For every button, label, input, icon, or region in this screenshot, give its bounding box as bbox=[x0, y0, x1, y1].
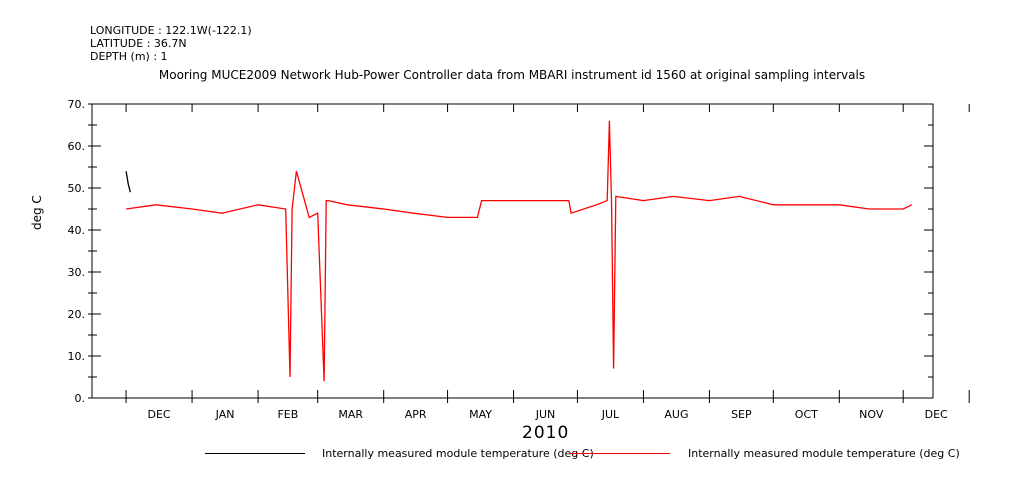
y-tick-label: 0. bbox=[75, 392, 86, 405]
legend-label-red: Internally measured module temperature (… bbox=[688, 447, 960, 460]
x-month-label: JUL bbox=[601, 408, 620, 421]
x-month-label: NOV bbox=[859, 408, 884, 421]
y-tick-label: 70. bbox=[68, 98, 86, 111]
x-month-label: DEC bbox=[925, 408, 948, 421]
x-month-label: APR bbox=[405, 408, 427, 421]
series-line-black bbox=[125, 171, 131, 193]
y-tick-label: 50. bbox=[68, 182, 86, 195]
x-month-label: MAR bbox=[338, 408, 363, 421]
x-month-label: AUG bbox=[664, 408, 688, 421]
y-tick-label: 40. bbox=[68, 224, 86, 237]
y-tick-label: 60. bbox=[68, 140, 86, 153]
x-month-label: JUN bbox=[535, 408, 556, 421]
station-metadata: LONGITUDE : 122.1W(-122.1) LATITUDE : 36… bbox=[90, 24, 252, 63]
series-line-red bbox=[126, 120, 912, 382]
plot-frame bbox=[91, 103, 934, 399]
y-tick-label: 10. bbox=[68, 350, 86, 363]
chart-title: Mooring MUCE2009 Network Hub-Power Contr… bbox=[158, 68, 866, 82]
x-axis-year-label: 2010 bbox=[522, 423, 570, 443]
x-month-label: MAY bbox=[469, 408, 492, 421]
longitude-label: LONGITUDE : 122.1W(-122.1) bbox=[90, 24, 252, 37]
depth-label: DEPTH (m) : 1 bbox=[90, 50, 168, 63]
x-month-label: JAN bbox=[215, 408, 235, 421]
legend-line-red bbox=[570, 453, 670, 454]
legend-label-black: Internally measured module temperature (… bbox=[322, 447, 594, 460]
latitude-label: LATITUDE : 36.7N bbox=[90, 37, 187, 50]
x-month-label: SEP bbox=[731, 408, 752, 421]
x-month-label: DEC bbox=[148, 408, 171, 421]
y-tick-label: 20. bbox=[68, 308, 86, 321]
x-month-label: FEB bbox=[277, 408, 298, 421]
x-month-label: OCT bbox=[795, 408, 818, 421]
y-tick-label: 30. bbox=[68, 266, 86, 279]
legend-line-black bbox=[205, 453, 305, 454]
